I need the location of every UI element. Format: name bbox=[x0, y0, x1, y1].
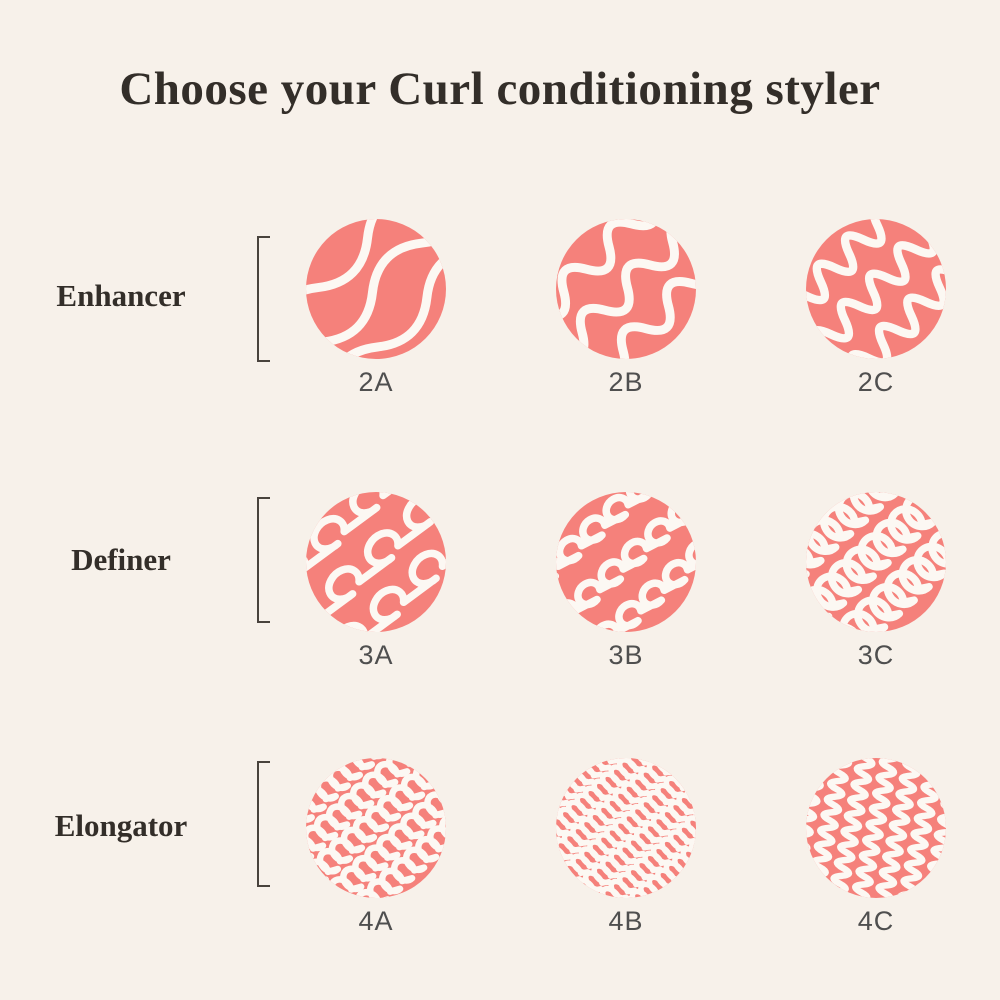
swatch-cell-2b: 2B bbox=[556, 219, 696, 398]
page-title: Choose your Curl conditioning styler bbox=[119, 63, 881, 115]
swatch-cell-3c: 3C bbox=[806, 492, 946, 671]
swatch-code: 2C bbox=[857, 367, 895, 397]
curl-pattern-3b-icon[interactable] bbox=[556, 492, 696, 632]
bracket-icon bbox=[257, 236, 270, 362]
row-label-definer: Definer bbox=[71, 542, 171, 577]
curl-pattern-3a-icon[interactable] bbox=[306, 492, 446, 632]
swatch-code: 2A bbox=[358, 367, 394, 397]
bracket-icon bbox=[257, 761, 270, 887]
swatch-code: 4C bbox=[857, 906, 895, 936]
curl-pattern-2a-icon[interactable] bbox=[306, 219, 446, 359]
swatch-code: 2B bbox=[608, 367, 644, 397]
swatch-cell-2c: 2C bbox=[806, 219, 946, 398]
curl-pattern-3c-icon[interactable] bbox=[806, 492, 946, 632]
swatch-code: 4A bbox=[358, 906, 394, 936]
bracket-icon bbox=[257, 497, 270, 623]
swatch-cell-4b: 4B bbox=[556, 758, 696, 937]
curl-pattern-4c-icon[interactable] bbox=[806, 758, 946, 898]
row-label-enhancer: Enhancer bbox=[56, 278, 186, 313]
swatch-cell-4c: 4C bbox=[806, 758, 946, 937]
swatch-code: 4B bbox=[608, 906, 644, 936]
curl-pattern-2c-icon[interactable] bbox=[806, 219, 946, 359]
curl-pattern-4b-icon[interactable] bbox=[556, 758, 696, 898]
row-label-elongator: Elongator bbox=[54, 808, 188, 843]
swatch-cell-3a: 3A bbox=[306, 492, 446, 671]
swatch-code: 3C bbox=[857, 640, 895, 670]
swatch-code: 3B bbox=[608, 640, 644, 670]
swatch-code: 3A bbox=[358, 640, 394, 670]
swatch-cell-3b: 3B bbox=[556, 492, 696, 671]
swatch-cell-2a: 2A bbox=[306, 219, 446, 398]
curl-pattern-4a-icon[interactable] bbox=[306, 758, 446, 898]
curl-pattern-2b-icon[interactable] bbox=[556, 219, 696, 359]
swatch-cell-4a: 4A bbox=[306, 758, 446, 937]
